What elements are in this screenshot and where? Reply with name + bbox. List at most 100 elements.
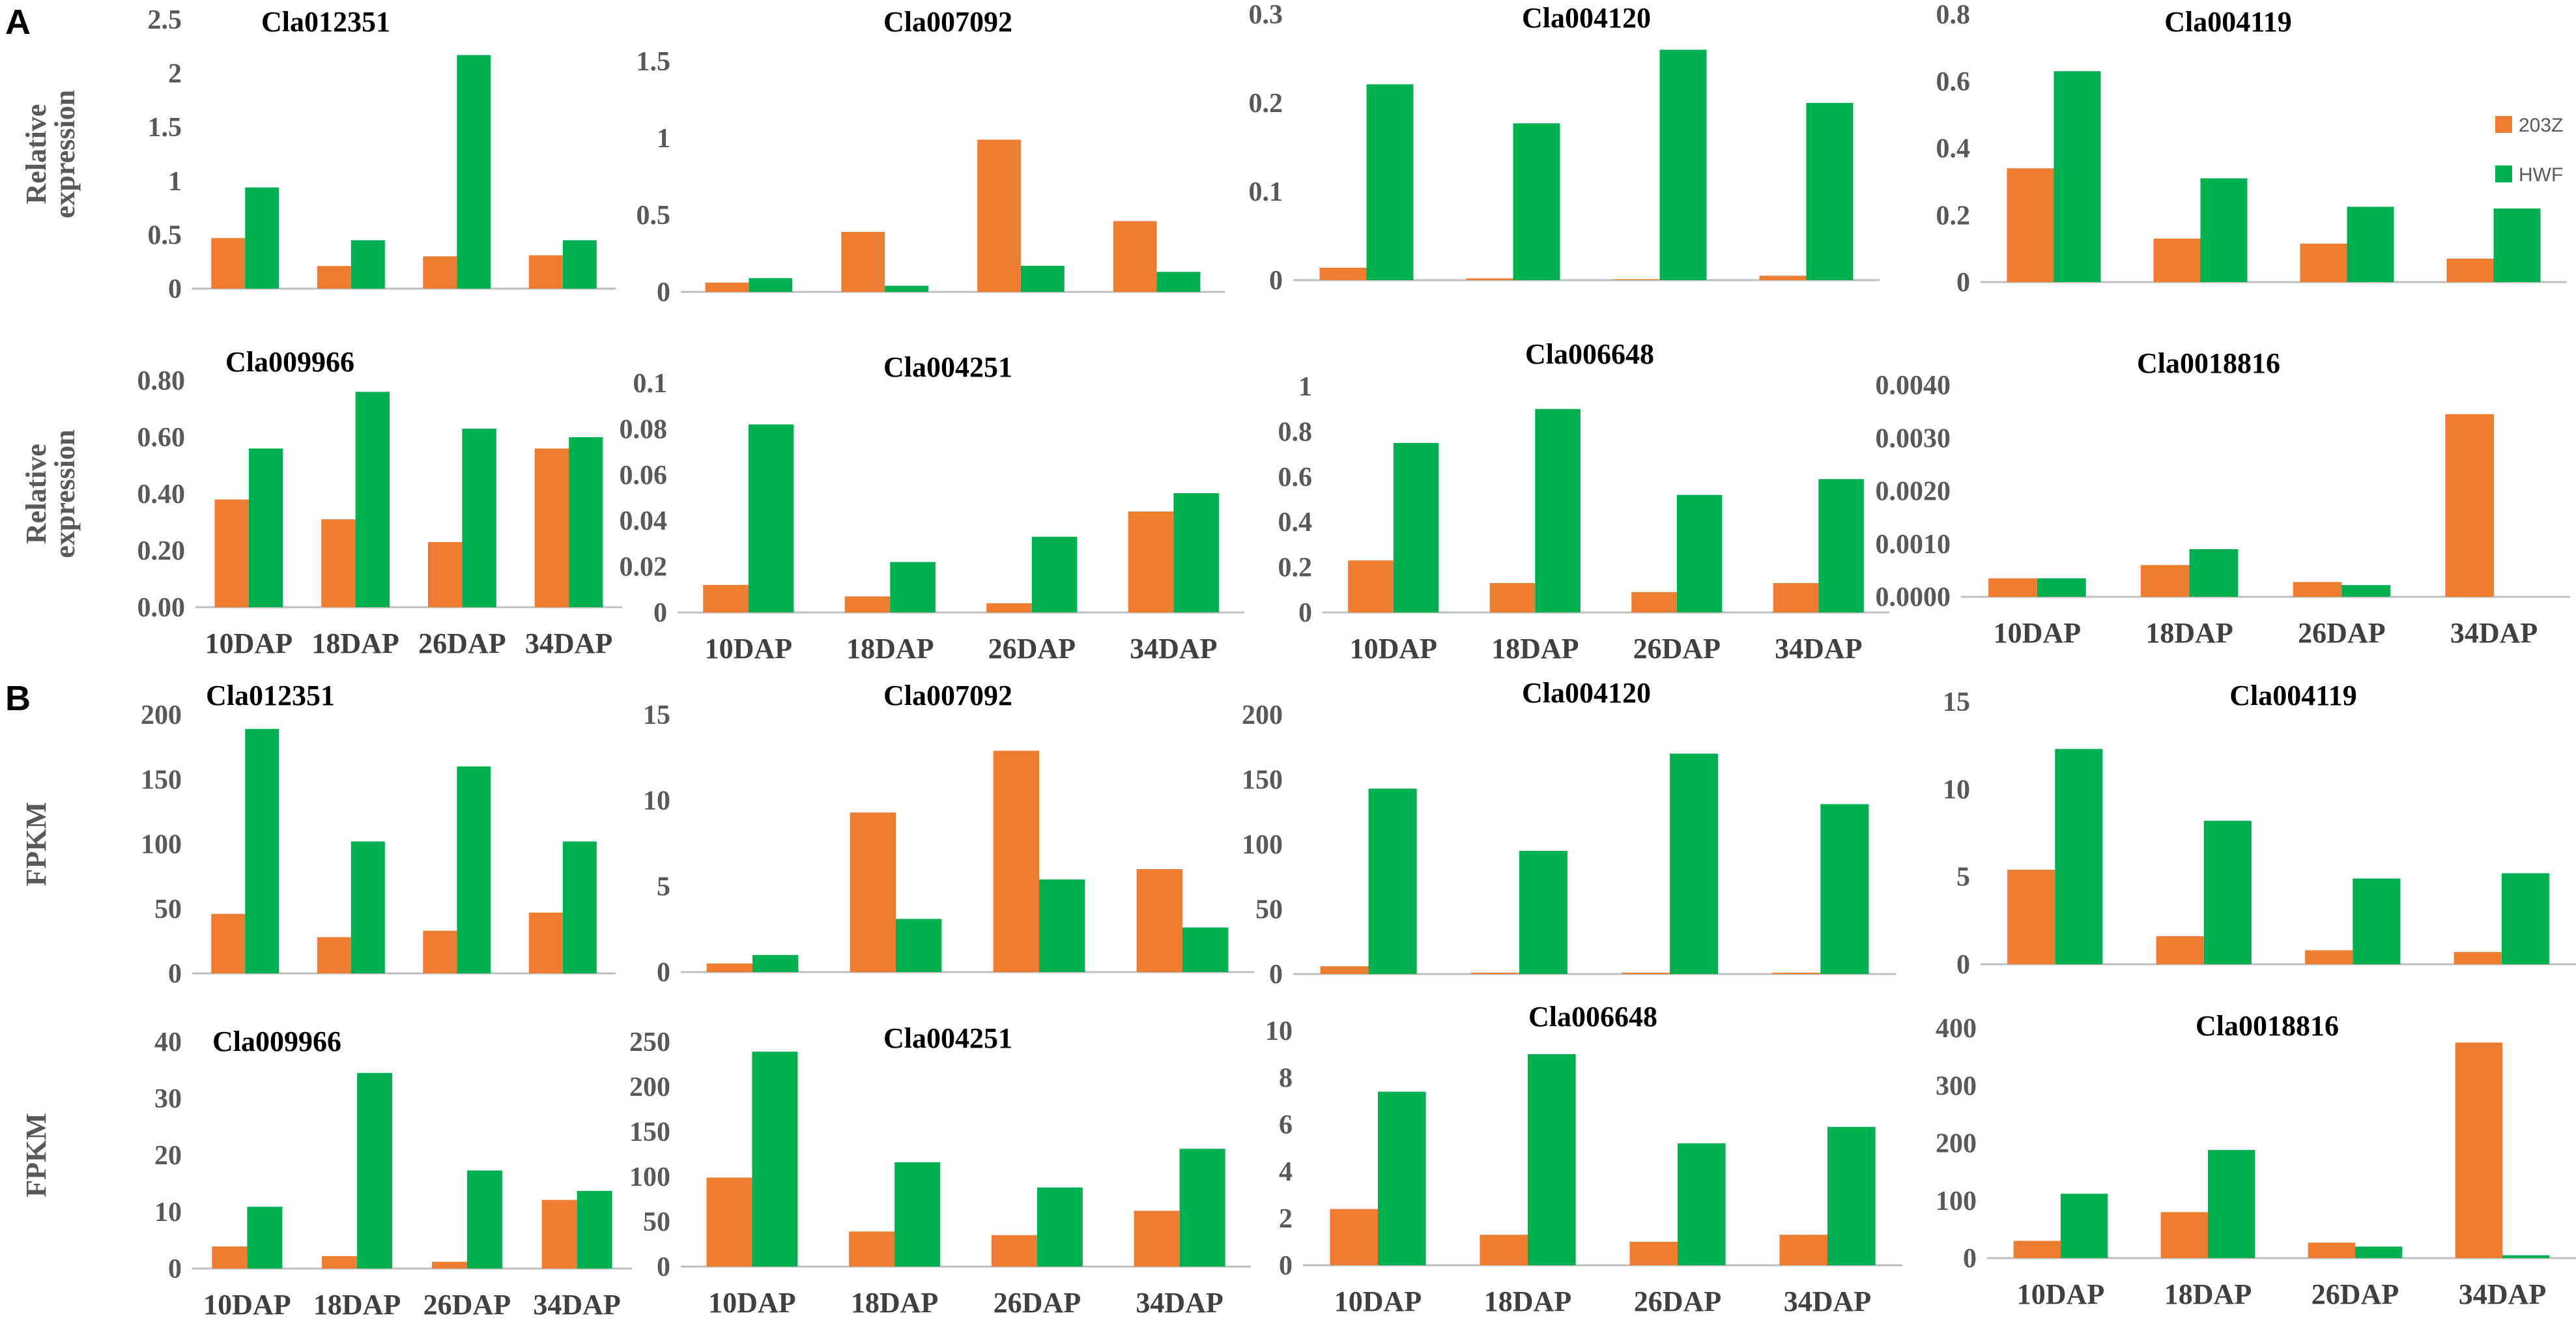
bar-hwf-26dap <box>1678 1143 1726 1265</box>
y-tick-label: 0 <box>168 274 182 304</box>
bar-203z-26dap <box>428 542 463 607</box>
bar-hwf-10dap <box>245 728 279 973</box>
x-tick-label: 34DAP <box>2459 1278 2546 1310</box>
bar-hwf-18dap <box>894 1162 941 1267</box>
y-tick-label: 10 <box>154 1198 182 1227</box>
bar-203z-26dap <box>977 139 1021 292</box>
x-tick-label: 34DAP <box>1784 1285 1871 1317</box>
x-tick-label: 10DAP <box>205 627 293 659</box>
bar-hwf-10dap <box>1366 84 1414 280</box>
y-tick-label: 10 <box>1265 1016 1293 1046</box>
bar-hwf-10dap <box>2054 71 2101 283</box>
bar-hwf-10dap <box>248 448 283 607</box>
x-tick-label: 26DAP <box>1634 1285 1721 1317</box>
y-axis-label: FPKM <box>20 802 52 887</box>
chart-title: Cla006648 <box>1525 338 1654 370</box>
bar-203z-34dap <box>1779 1235 1827 1265</box>
chart-12: Cla004119 0 5 10 15 <box>1943 680 2576 980</box>
chart-11: Cla004120 0 50 100 150 200 <box>1242 677 1896 990</box>
y-tick-label: 40 <box>154 1027 182 1057</box>
bar-203z-26dap <box>991 1235 1037 1267</box>
bar-hwf-34dap <box>1827 1126 1876 1265</box>
y-tick-label: 0.1 <box>633 369 668 399</box>
y-tick-label: 2.5 <box>148 5 182 35</box>
bar-203z-18dap <box>2140 565 2190 597</box>
x-tick-label: 18DAP <box>1491 633 1579 665</box>
bar-203z-26dap <box>2293 582 2342 597</box>
chart-6: Cla004251 0 0.02 0.04 0.06 0.08 0.1 10DAP 18DAP 2… <box>620 351 1244 665</box>
bar-hwf-10dap <box>247 1207 283 1269</box>
y-tick-label: 0.00 <box>137 593 186 623</box>
x-tick-label: 18DAP <box>851 1287 938 1319</box>
chart-14: Cla004251 0 50 100 150 200 250 10DAP 18DAP 26DAP 3… <box>629 1022 1251 1319</box>
bar-hwf-18dap <box>2208 1150 2255 1258</box>
bar-203z-34dap <box>2455 1042 2502 1258</box>
y-tick-label: 1 <box>1298 372 1312 402</box>
chart-title: Cla004120 <box>1522 677 1651 709</box>
y-tick-label: 100 <box>1936 1186 1977 1216</box>
chart-title: Cla004251 <box>883 351 1012 383</box>
chart-15: Cla006648 0 2 4 6 8 10 10DAP 18DAP 26DAP 34DAP <box>1265 1001 1902 1317</box>
bar-203z-10dap <box>703 584 749 612</box>
bar-hwf-26dap <box>2353 878 2401 964</box>
x-tick-label: 10DAP <box>203 1289 291 1320</box>
bar-hwf-18dap <box>357 1072 393 1269</box>
bar-hwf-10dap <box>749 278 793 292</box>
bar-203z-26dap <box>431 1261 467 1269</box>
x-tick-label: 34DAP <box>533 1289 620 1320</box>
bar-hwf-34dap <box>1156 272 1201 292</box>
y-axis-label: Relativeexpression <box>20 429 81 558</box>
y-tick-label: 150 <box>1242 766 1283 796</box>
bar-203z-26dap <box>2300 243 2347 282</box>
x-tick-label: 26DAP <box>994 1287 1081 1319</box>
bar-203z-34dap <box>528 255 563 289</box>
bar-hwf-26dap <box>2347 207 2394 282</box>
x-tick-label: 26DAP <box>2298 617 2385 649</box>
bar-hwf-18dap <box>351 841 385 973</box>
y-tick-label: 100 <box>629 1162 670 1192</box>
chart-title: Cla0018816 <box>2137 347 2280 379</box>
bar-hwf-26dap <box>1039 879 1085 972</box>
bar-hwf-34dap <box>2501 873 2549 964</box>
y-tick-label: 0 <box>1279 1251 1293 1281</box>
x-tick-label: 26DAP <box>988 633 1076 665</box>
y-tick-label: 20 <box>154 1141 182 1171</box>
bar-203z-18dap <box>1466 278 1513 280</box>
y-tick-label: 0.3 <box>1249 0 1283 30</box>
bar-203z-34dap <box>2445 414 2495 597</box>
y-tick-label: 0.0010 <box>1876 530 1951 560</box>
bar-hwf-26dap <box>1670 753 1719 974</box>
y-tick-label: 1.5 <box>148 113 182 143</box>
y-tick-label: 0.8 <box>1278 417 1313 447</box>
bar-203z-26dap <box>1631 592 1677 612</box>
y-tick-label: 4 <box>1279 1157 1293 1187</box>
bar-hwf-18dap <box>1528 1054 1576 1265</box>
bar-203z-26dap <box>1629 1242 1678 1265</box>
bar-hwf-10dap <box>1368 788 1417 974</box>
chart-title: Cla009966 <box>225 346 354 378</box>
bar-203z-34dap <box>1134 1211 1180 1267</box>
bar-203z-18dap <box>321 519 356 607</box>
y-tick-label: 150 <box>629 1117 670 1147</box>
y-tick-label: 0.2 <box>1936 201 1971 231</box>
y-tick-label: 6 <box>1279 1110 1293 1140</box>
bar-203z-34dap <box>528 912 563 973</box>
bar-hwf-26dap <box>2355 1246 2403 1258</box>
chart-3: Cla004120 0 0.1 0.2 0.3 <box>1249 0 1880 296</box>
chart-5: Cla009966 0.00 0.20 0.40 0.60 0.80 Relativeexp… <box>20 346 622 659</box>
x-tick-label: 10DAP <box>1350 633 1437 665</box>
bar-hwf-34dap <box>562 240 597 289</box>
bar-hwf-26dap <box>1659 50 1707 281</box>
legend-swatch-203z <box>2495 116 2512 133</box>
bar-hwf-18dap <box>2203 820 2252 964</box>
y-tick-label: 300 <box>1936 1071 1977 1101</box>
y-axis-label: Relativeexpression <box>20 90 81 218</box>
x-tick-label: 18DAP <box>311 627 399 659</box>
y-tick-label: 1.5 <box>637 47 671 77</box>
bar-hwf-10dap <box>2055 749 2103 964</box>
y-tick-label: 15 <box>1943 687 1970 717</box>
bar-hwf-34dap <box>1818 479 1864 612</box>
y-tick-label: 0.06 <box>620 461 668 491</box>
